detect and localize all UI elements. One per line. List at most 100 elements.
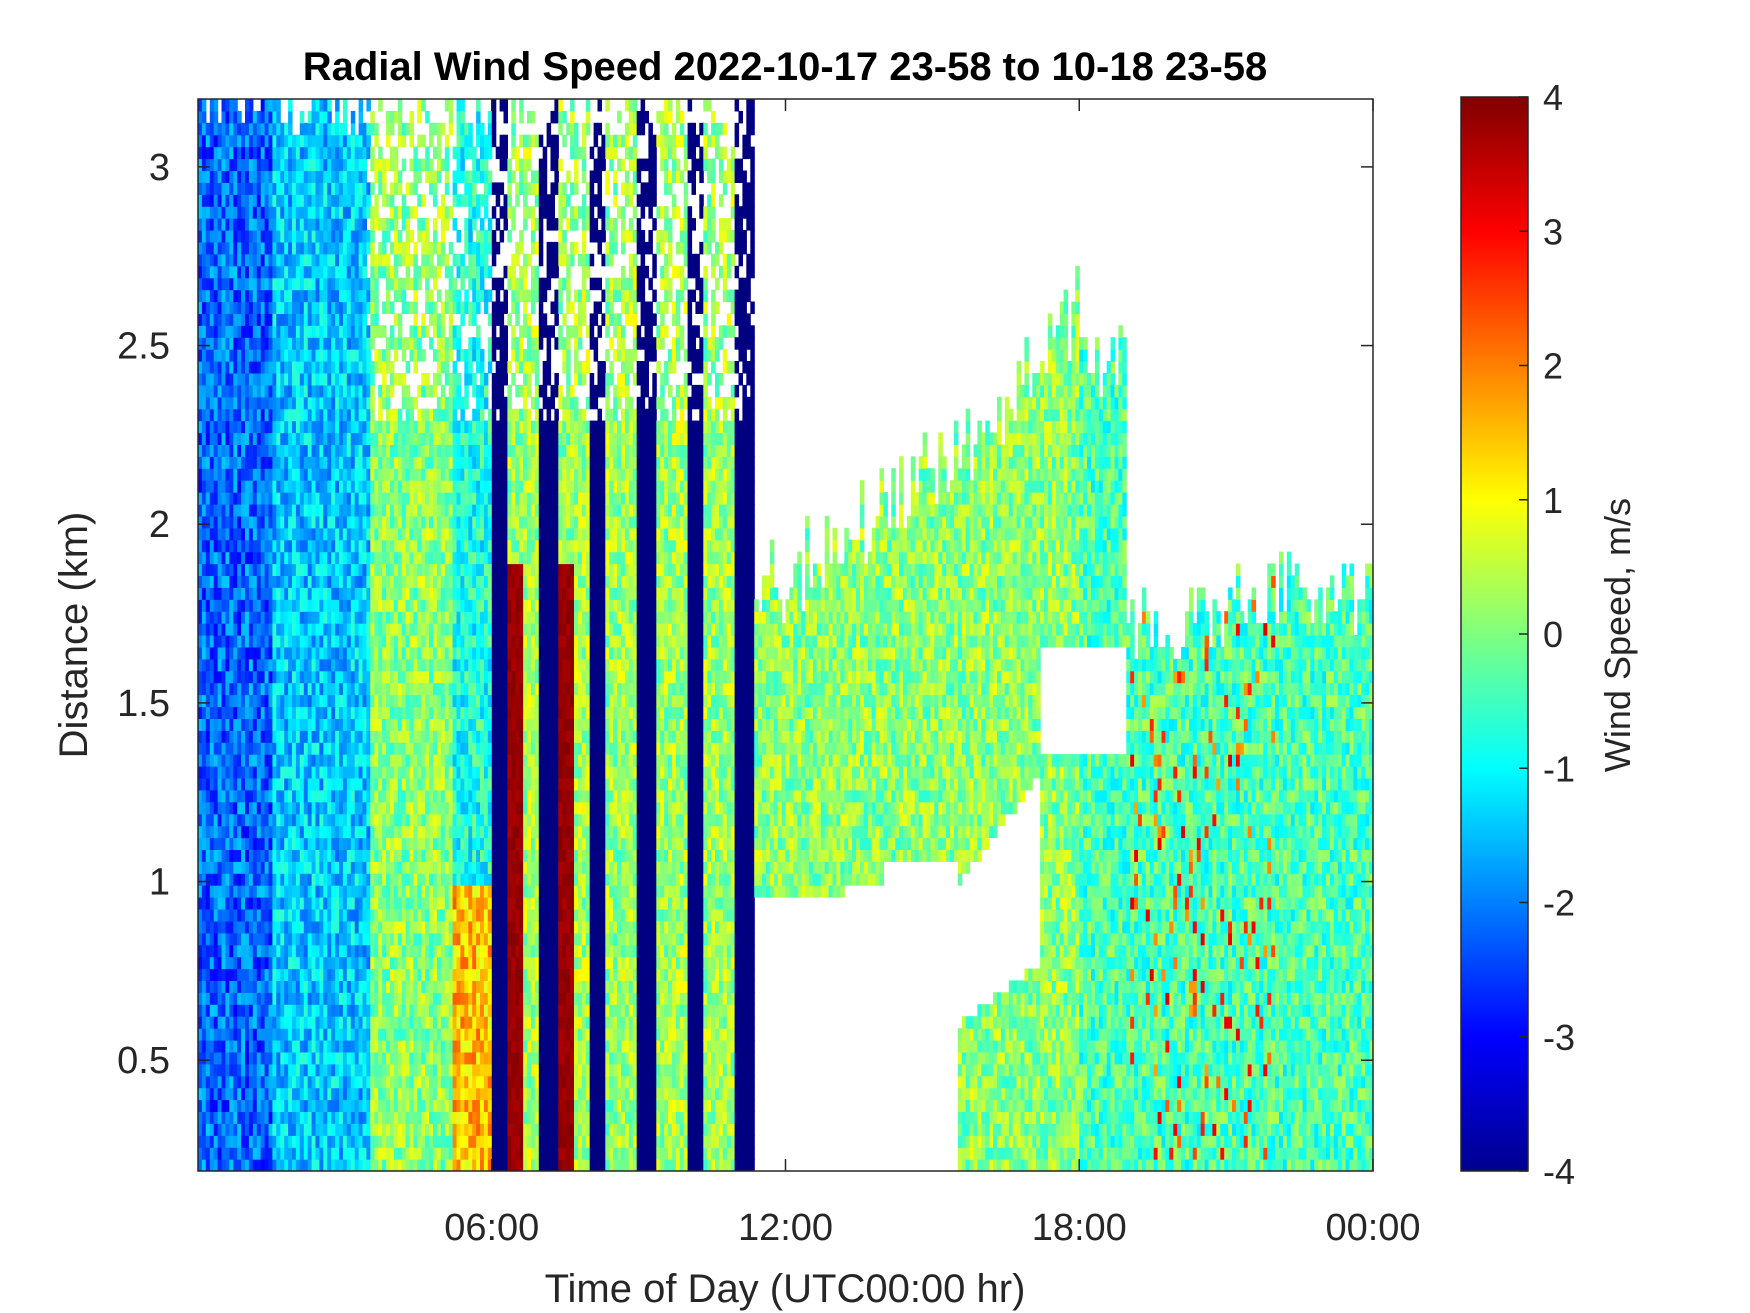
heatmap-cell: [241, 456, 246, 469]
heatmap-cell: [386, 420, 391, 434]
heatmap-cell: [331, 777, 336, 791]
heatmap-cell: [401, 730, 407, 743]
heatmap-cell: [350, 384, 356, 398]
heatmap-cell: [260, 1099, 266, 1112]
heatmap-cell: [386, 1040, 391, 1053]
heatmap-cell: [205, 277, 211, 291]
heatmap-cell: [264, 146, 270, 160]
heatmap-cell: [366, 682, 371, 696]
heatmap-cell: [284, 944, 289, 958]
heatmap-cell: [268, 218, 273, 231]
heatmap-cell: [205, 325, 211, 338]
heatmap-cell: [303, 539, 309, 553]
heatmap-cell: [362, 408, 367, 422]
heatmap-cell: [362, 265, 367, 279]
heatmap-cell: [213, 599, 219, 612]
heatmap-cell: [362, 134, 367, 148]
heatmap-cell: [241, 1004, 246, 1017]
heatmap-cell: [233, 789, 238, 803]
heatmap-cell: [335, 230, 340, 243]
heatmap-cell: [413, 265, 418, 279]
heatmap-cell: [241, 337, 246, 350]
heatmap-cell: [201, 1004, 207, 1017]
heatmap-cell: [393, 825, 399, 839]
heatmap-cell: [413, 587, 418, 600]
heatmap-cell: [315, 420, 320, 434]
heatmap-cell: [366, 730, 371, 743]
heatmap-cell: [346, 230, 352, 243]
heatmap-cell: [354, 515, 360, 529]
heatmap-cell: [327, 670, 332, 684]
heatmap-cell: [225, 241, 230, 255]
heatmap-cell: [288, 956, 293, 970]
heatmap-cell: [225, 575, 230, 588]
heatmap-cell: [327, 432, 332, 445]
heatmap-cell: [272, 587, 277, 600]
heatmap-cell: [417, 706, 422, 719]
heatmap-cell: [409, 623, 414, 636]
heatmap-cell: [374, 456, 379, 469]
heatmap-cell: [217, 1051, 223, 1065]
heatmap-cell: [292, 563, 297, 576]
heatmap-cell: [339, 1016, 344, 1029]
heatmap-cell: [382, 944, 387, 958]
heatmap-cell: [346, 134, 352, 148]
heatmap-cell: [389, 766, 395, 779]
heatmap-cell: [311, 706, 317, 719]
heatmap-cell: [378, 1028, 383, 1041]
heatmap-cell: [417, 754, 422, 767]
heatmap-cell: [221, 218, 226, 231]
heatmap-cell: [339, 825, 344, 839]
heatmap-cell: [241, 325, 246, 338]
heatmap-cell: [209, 1051, 215, 1065]
heatmap-cell: [303, 646, 309, 660]
heatmap-cell: [331, 1159, 336, 1171]
heatmap-cell: [284, 539, 289, 553]
heatmap-cell: [401, 194, 407, 207]
heatmap-cell: [303, 1159, 309, 1171]
heatmap-cell: [303, 170, 309, 183]
heatmap-cell: [397, 1123, 403, 1136]
heatmap-cell: [221, 158, 226, 172]
heatmap-cell: [319, 909, 324, 922]
heatmap-cell: [280, 897, 285, 910]
heatmap-cell: [260, 766, 266, 779]
heatmap-cell: [362, 158, 367, 172]
heatmap-cell: [362, 635, 367, 648]
heatmap-cell: [198, 504, 203, 517]
heatmap-cell: [335, 218, 340, 231]
heatmap-cell: [323, 849, 328, 862]
heatmap-cell: [342, 230, 348, 243]
heatmap-cell: [339, 1063, 344, 1077]
heatmap-cell: [248, 396, 254, 410]
heatmap-cell: [366, 1040, 371, 1053]
heatmap-cell: [319, 492, 324, 505]
heatmap-cell: [311, 456, 317, 469]
heatmap-cell: [284, 301, 289, 314]
heatmap-cell: [209, 349, 215, 362]
heatmap-cell: [248, 873, 254, 886]
heatmap-cell: [268, 944, 273, 958]
heatmap-cell: [311, 718, 317, 731]
heatmap-cell: [256, 492, 262, 505]
heatmap-cell: [370, 1123, 375, 1136]
heatmap-cell: [221, 766, 226, 779]
heatmap-cell: [229, 849, 234, 862]
heatmap-cell: [201, 575, 207, 588]
heatmap-cell: [339, 313, 344, 326]
heatmap-cell: [260, 134, 266, 148]
heatmap-cell: [248, 897, 254, 910]
heatmap-cell: [413, 1075, 418, 1089]
heatmap-cell: [209, 527, 215, 541]
heatmap-cell: [284, 349, 289, 362]
heatmap-cell: [268, 1087, 273, 1101]
heatmap-cell: [346, 1040, 352, 1053]
heatmap-cell: [350, 837, 356, 850]
heatmap-cell: [280, 122, 285, 136]
heatmap-cell: [323, 301, 328, 314]
heatmap-cell: [295, 599, 301, 612]
heatmap-cell: [272, 373, 277, 386]
heatmap-cell: [339, 599, 344, 612]
heatmap-cell: [288, 122, 293, 136]
heatmap-cell: [260, 313, 266, 326]
